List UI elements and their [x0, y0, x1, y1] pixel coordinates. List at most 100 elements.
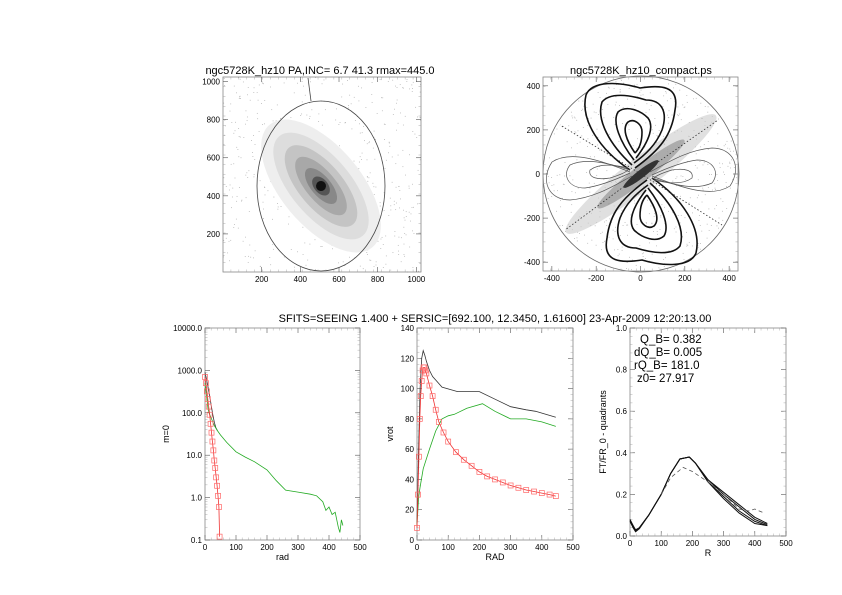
contour-lines-negative: [546, 147, 736, 201]
noise-dot: [375, 261, 377, 263]
noise-dot: [272, 120, 274, 122]
y-tick-label: 800: [207, 116, 221, 125]
noise-dot: [419, 263, 421, 264]
noise-dot: [348, 105, 350, 106]
noise-dot: [324, 109, 326, 111]
noise-dot: [575, 154, 577, 156]
noise-dot: [663, 259, 665, 260]
noise-dot: [597, 136, 599, 138]
noise-dot: [413, 206, 414, 208]
x-tick-label: 400: [294, 275, 308, 284]
noise-dot: [358, 168, 360, 170]
noise-dot: [395, 186, 397, 188]
noise-dot: [384, 168, 386, 169]
noise-dot: [404, 255, 406, 257]
noise-dot: [564, 175, 565, 177]
noise-dot: [379, 202, 381, 204]
noise-dot: [231, 196, 233, 198]
noise-dot: [675, 231, 677, 233]
noise-dot: [639, 147, 641, 149]
noise-dot: [603, 117, 605, 119]
noise-dot: [252, 156, 254, 157]
noise-dot: [411, 207, 413, 208]
x-tick-label: 200: [473, 543, 487, 552]
noise-dot: [641, 253, 643, 255]
noise-dot: [702, 164, 704, 166]
noise-dot: [686, 231, 687, 233]
data-point-bulge: [538, 490, 545, 496]
x-tick-label: 100: [655, 539, 669, 548]
noise-dot: [381, 236, 383, 238]
noise-dot: [654, 212, 656, 214]
noise-dot: [251, 140, 252, 141]
noise-dot: [596, 128, 598, 130]
noise-dot: [387, 81, 389, 82]
noise-dot: [684, 106, 686, 108]
noise-dot: [314, 239, 316, 241]
noise-dot: [656, 231, 658, 232]
noise-dot: [590, 143, 591, 145]
noise-dot: [650, 105, 652, 107]
noise-dot: [680, 175, 682, 177]
x-tick-label: 200: [686, 539, 700, 548]
noise-dot: [224, 119, 226, 121]
data-point-bulge: [531, 488, 537, 495]
contour-ticks: -400 -200 0 200 400 -400 -200 0 200 400: [524, 76, 739, 283]
noise-dot: [658, 267, 660, 269]
noise-dot: [400, 198, 401, 200]
noise-dot: [621, 246, 623, 248]
noise-dot: [656, 135, 658, 137]
panel-rotation: 0 100 200 300 400 500 0 20 40 60 80 100 120 140 RAD vro…: [385, 324, 580, 562]
noise-dot: [617, 84, 619, 85]
noise-dot: [577, 130, 579, 132]
x-tick-label: -200: [588, 274, 605, 283]
noise-dot: [412, 131, 414, 132]
noise-dot: [631, 259, 633, 261]
noise-dot: [724, 174, 725, 175]
data-point-bulge: [426, 382, 433, 389]
noise-dot: [400, 261, 402, 263]
noise-dot: [264, 100, 266, 101]
noise-dot: [723, 171, 724, 173]
noise-dot: [342, 83, 344, 85]
noise-dot: [276, 104, 278, 106]
noise-dot: [230, 103, 232, 105]
noise-dot: [410, 220, 411, 222]
plot-frame: [416, 327, 574, 541]
data-point-bulge: [421, 364, 428, 371]
y-tick-label: 200: [527, 126, 541, 135]
noise-dot: [707, 106, 709, 108]
noise-dot: [416, 137, 418, 138]
noise-dot: [379, 205, 381, 207]
noise-dot: [586, 172, 588, 173]
noise-dot: [360, 159, 362, 160]
noise-dot: [608, 87, 610, 89]
noise-dot: [637, 138, 638, 140]
noise-dot: [244, 236, 246, 238]
noise-dot: [233, 85, 235, 87]
noise-dot: [640, 89, 642, 91]
noise-dot: [368, 142, 370, 144]
noise-dot: [675, 185, 677, 187]
noise-dot: [634, 84, 636, 86]
pa-line: [307, 77, 312, 102]
noise-dot: [679, 222, 681, 224]
noise-dot: [627, 224, 629, 226]
noise-dot: [605, 220, 607, 222]
noise-dot: [729, 161, 731, 163]
y-tick-label: 0: [410, 536, 415, 545]
noise-dot: [301, 81, 303, 83]
noise-dot: [559, 174, 561, 176]
noise-dot: [236, 195, 238, 197]
noise-dot: [257, 118, 259, 120]
x-tick-label: 300: [717, 539, 731, 548]
noise-dot: [385, 235, 387, 237]
noise-dot: [405, 234, 407, 236]
noise-dot: [304, 94, 306, 96]
noise-dot: [247, 87, 249, 88]
noise-dot: [645, 221, 647, 223]
noise-dot: [576, 143, 578, 145]
noise-dot: [293, 92, 295, 94]
noise-dot: [233, 132, 235, 134]
noise-dot: [403, 254, 405, 255]
